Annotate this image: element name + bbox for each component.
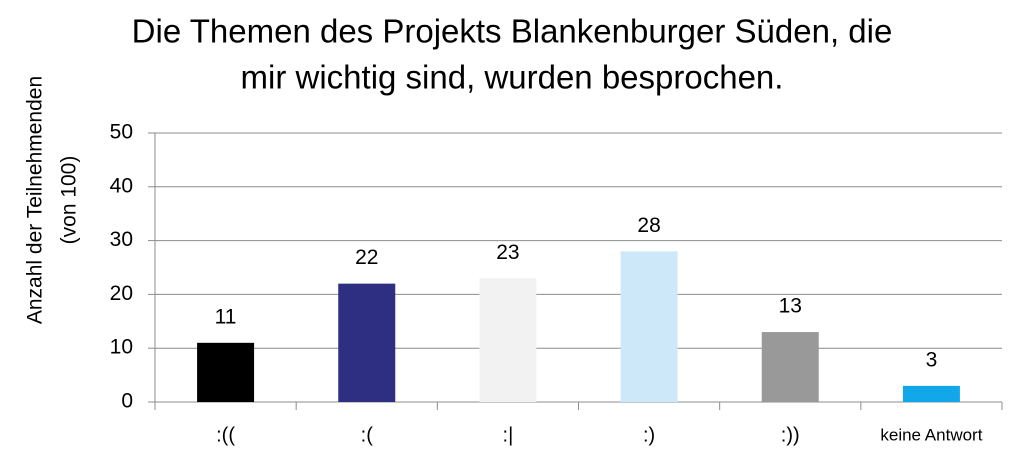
chart-title: mir wichtig sind, wurden besprochen. — [241, 59, 784, 96]
y-tick-label: 50 — [110, 121, 133, 144]
bar — [620, 251, 678, 402]
bar — [902, 385, 960, 402]
y-axis-label: Anzahl der Teilnehmenden — [24, 76, 47, 324]
y-tick-label: 0 — [121, 390, 133, 413]
data-label: 3 — [926, 348, 938, 371]
data-label: 28 — [637, 214, 660, 237]
x-tick-label: :(( — [216, 424, 235, 446]
x-tick-label: :| — [503, 424, 514, 446]
y-tick-label: 40 — [110, 174, 133, 197]
bar — [338, 283, 396, 402]
y-axis-label: (von 100) — [58, 156, 81, 245]
x-tick-label: :) — [643, 424, 655, 446]
y-tick-label: 20 — [110, 282, 133, 305]
x-tick-label: keine Antwort — [880, 425, 982, 444]
bar — [197, 342, 255, 402]
y-tick-label: 10 — [110, 336, 133, 359]
x-tick-label: :)) — [781, 424, 800, 446]
x-tick-label: :( — [361, 424, 374, 446]
data-label: 22 — [355, 246, 378, 269]
bar — [761, 332, 819, 402]
data-label: 11 — [215, 305, 237, 328]
data-label: 13 — [779, 295, 802, 318]
data-label: 23 — [496, 241, 519, 264]
bar — [479, 278, 537, 402]
chart-title: Die Themen des Projekts Blankenburger Sü… — [132, 13, 893, 50]
y-tick-label: 30 — [110, 228, 133, 251]
